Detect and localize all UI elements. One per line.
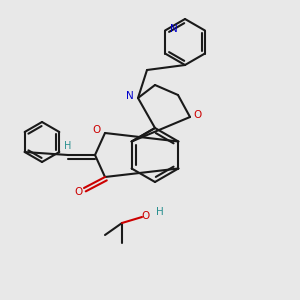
Text: O: O	[194, 110, 202, 120]
Text: O: O	[75, 187, 83, 197]
Text: O: O	[142, 211, 150, 221]
Text: N: N	[170, 25, 178, 34]
Text: H: H	[64, 141, 72, 151]
Text: O: O	[92, 125, 100, 135]
Text: H: H	[156, 207, 164, 217]
Text: N: N	[126, 91, 134, 101]
